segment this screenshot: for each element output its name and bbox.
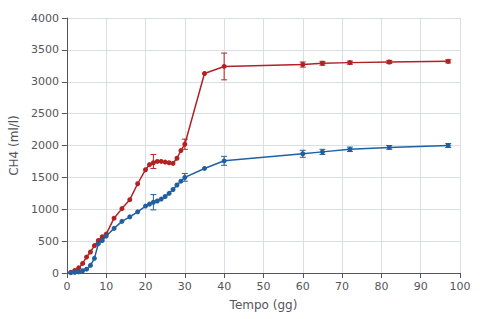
svg-text:80: 80 [374, 280, 388, 293]
svg-text:Tempo (gg): Tempo (gg) [229, 298, 298, 312]
svg-text:90: 90 [414, 280, 428, 293]
svg-text:2000: 2000 [31, 139, 59, 152]
svg-text:2500: 2500 [31, 107, 59, 120]
svg-text:10: 10 [99, 280, 113, 293]
svg-text:0: 0 [52, 267, 59, 280]
svg-text:30: 30 [178, 280, 192, 293]
svg-text:500: 500 [38, 235, 59, 248]
svg-text:100: 100 [450, 280, 471, 293]
svg-text:3000: 3000 [31, 75, 59, 88]
svg-text:1000: 1000 [31, 203, 59, 216]
svg-text:1500: 1500 [31, 171, 59, 184]
svg-text:CH4 (ml/l): CH4 (ml/l) [7, 115, 21, 176]
svg-text:4000: 4000 [31, 12, 59, 25]
svg-text:3500: 3500 [31, 43, 59, 56]
svg-text:0: 0 [63, 280, 70, 293]
svg-text:40: 40 [217, 280, 231, 293]
svg-text:60: 60 [296, 280, 310, 293]
svg-text:50: 50 [256, 280, 270, 293]
svg-text:70: 70 [335, 280, 349, 293]
svg-text:20: 20 [139, 280, 153, 293]
